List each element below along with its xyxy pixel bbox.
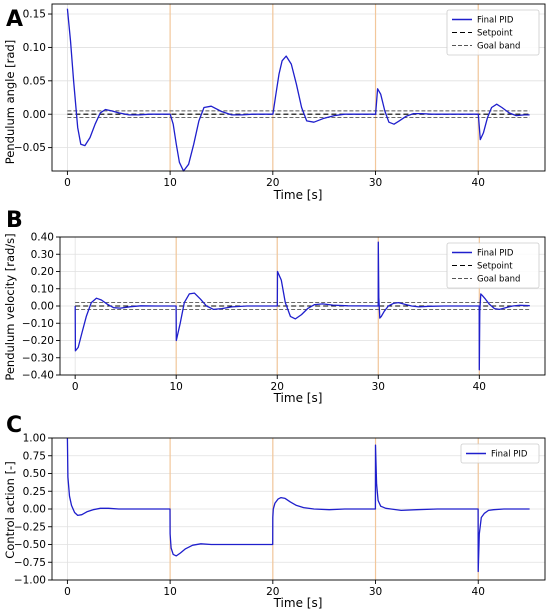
panel-c-xtick-label-4: 40 xyxy=(472,586,485,598)
panel-a-ytick-label-0: 0.15 xyxy=(23,9,46,21)
panel-a-ylabel: Pendulum angle [rad] xyxy=(3,40,17,164)
panel-a-xtick-label-1: 10 xyxy=(163,177,176,189)
panel-b-xtick-label-2: 20 xyxy=(271,381,284,393)
panel-a-legend-box xyxy=(446,9,540,56)
panel-b-ytick-label-2: 0.20 xyxy=(31,266,54,278)
panel-b-ytick-label-4: 0.00 xyxy=(31,301,54,313)
panel-a-plot: 0 10 20 30 40 0.15 0.10 0.05 0.00 −0.05 Final PID S… xyxy=(14,3,546,189)
panel-c-letter: C xyxy=(6,413,22,438)
panel-a-xtick-label-0: 0 xyxy=(64,177,71,189)
panel-b-legend-label-1: Setpoint xyxy=(477,262,513,272)
panel-b-series-0-line xyxy=(74,241,530,371)
panel-b-ytick-label-1: 0.30 xyxy=(31,249,54,261)
panel-a-legend-label-2: Goal band xyxy=(477,42,520,52)
panel-c-plot: 0 10 20 30 40 1.00 0.75 0.50 0.25 0.00 −0.25 −0.50 −… xyxy=(14,433,546,598)
panel-c-series-0-line xyxy=(66,437,530,573)
panel-c-xtick-label-3: 30 xyxy=(369,586,382,598)
panel-c-legend-box xyxy=(460,443,540,464)
panel-c-ytick-label-8: −1.00 xyxy=(14,575,46,587)
panel-c-ytick-label-0: 1.00 xyxy=(23,433,46,445)
panel-b-ytick-label-5: −0.10 xyxy=(22,318,54,330)
panel-c-ytick-label-1: 0.75 xyxy=(23,450,46,462)
panel-b-ytick-label-3: 0.10 xyxy=(31,283,54,295)
panel-a-legend-label-0: Final PID xyxy=(477,16,514,26)
panel-c-xlabel: Time [s] xyxy=(273,596,323,610)
panel-b-xtick-label-3: 30 xyxy=(372,381,385,393)
panel-c-ytick-label-3: 0.25 xyxy=(23,486,46,498)
panel-c-xtick-label-1: 10 xyxy=(163,586,176,598)
panel-b-letter: B xyxy=(6,208,23,233)
panel-a-series-0-line xyxy=(66,8,530,172)
panel-a-xtick-label-3: 30 xyxy=(369,177,382,189)
panel-a-letter: A xyxy=(6,7,23,32)
panel-b-ytick-label-8: −0.40 xyxy=(22,370,54,382)
panel-a-xtick-label-4: 40 xyxy=(472,177,485,189)
panel-b-legend: Final PID Setpoint Goal band xyxy=(446,242,540,289)
panel-b-ylabel: Pendulum velocity [rad/s] xyxy=(3,233,17,380)
panel-a-legend-label-1: Setpoint xyxy=(477,29,513,39)
panel-b-ytick-label-6: −0.20 xyxy=(22,335,54,347)
panel-a: A Pendulum angle [rad] Time [s] 0 10 20 30 4… xyxy=(3,3,546,202)
panel-c-ytick-label-5: −0.25 xyxy=(14,521,46,533)
panel-a-ytick-label-3: 0.00 xyxy=(23,109,46,121)
panel-b-ytick-label-7: −0.30 xyxy=(22,352,54,364)
panel-a-ytick-label-2: 0.05 xyxy=(23,75,46,87)
panel-c-ytick-label-2: 0.50 xyxy=(23,468,46,480)
panel-a-legend: Final PID Setpoint Goal band xyxy=(446,9,540,56)
panel-c-legend-label-0: Final PID xyxy=(491,450,528,460)
panel-b-xlabel: Time [s] xyxy=(273,391,323,405)
panel-a-xlabel: Time [s] xyxy=(273,188,323,202)
panel-c-ytick-label-4: 0.00 xyxy=(23,504,46,516)
panel-c-ytick-label-6: −0.50 xyxy=(14,539,46,551)
panel-c-legend: Final PID xyxy=(460,443,540,464)
panel-b-xtick-label-4: 40 xyxy=(473,381,486,393)
panel-b-xtick-label-0: 0 xyxy=(72,381,79,393)
panel-b-plot: 0 10 20 30 40 0.40 0.30 0.20 0.10 0.00 −0.10 −0.20 −… xyxy=(22,232,546,393)
panel-c-xtick-label-0: 0 xyxy=(64,586,71,598)
panel-c-xtick-label-2: 20 xyxy=(266,586,279,598)
panel-c: C Control action [-] Time [s] 0 10 20 30 40 1… xyxy=(3,413,546,610)
panel-a-axes-frame xyxy=(51,3,546,172)
panel-b-xtick-label-1: 10 xyxy=(170,381,183,393)
panel-a-xtick-label-2: 20 xyxy=(266,177,279,189)
panel-a-ytick-label-1: 0.10 xyxy=(23,42,46,54)
panel-b-ytick-label-0: 0.40 xyxy=(31,232,54,244)
panel-b-legend-label-0: Final PID xyxy=(477,249,514,259)
panel-a-ytick-label-4: −0.05 xyxy=(14,142,46,154)
panel-c-ylabel: Control action [-] xyxy=(3,461,17,558)
panel-b: B Pendulum velocity [rad/s] Time [s] 0 10… xyxy=(3,208,546,405)
panel-b-legend-label-2: Goal band xyxy=(477,275,520,285)
panel-b-legend-box xyxy=(446,242,540,289)
panel-c-ytick-label-7: −0.75 xyxy=(14,557,46,569)
